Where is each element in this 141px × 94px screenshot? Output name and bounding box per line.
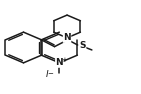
Text: +: + [61,57,67,63]
Text: N: N [56,58,63,67]
Text: −: − [48,71,54,77]
Text: S: S [79,41,86,50]
Text: I: I [46,70,49,79]
Text: N: N [63,33,71,42]
